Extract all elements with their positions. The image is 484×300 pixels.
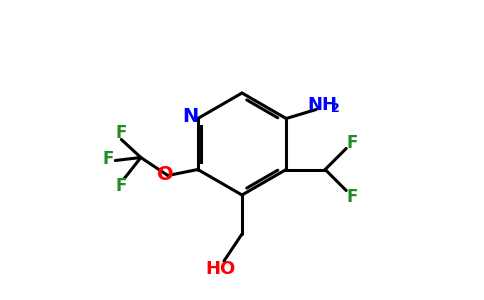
Text: F: F bbox=[347, 188, 358, 206]
Text: HO: HO bbox=[206, 260, 236, 278]
Text: F: F bbox=[116, 124, 127, 142]
Text: F: F bbox=[116, 177, 127, 195]
Text: F: F bbox=[347, 134, 358, 152]
Text: NH: NH bbox=[307, 96, 337, 114]
Text: O: O bbox=[156, 164, 173, 184]
Text: 2: 2 bbox=[331, 101, 340, 115]
Text: N: N bbox=[182, 107, 198, 127]
Text: F: F bbox=[102, 150, 114, 168]
